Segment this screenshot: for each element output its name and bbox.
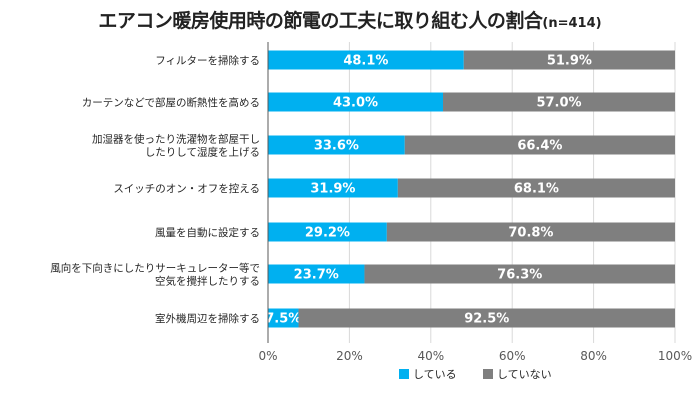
data-label-doing-3: 31.9%	[310, 182, 355, 197]
legend-swatch-not-doing	[483, 369, 493, 379]
x-tick-label-3: 60%	[499, 349, 526, 363]
data-label-not-doing-5: 76.3%	[497, 268, 542, 283]
category-label-1: カーテンなどで部屋の断熱性を高める	[82, 96, 260, 109]
bar-not-doing-6	[298, 308, 675, 328]
data-label-doing-5: 23.7%	[294, 268, 339, 283]
data-label-doing-1: 43.0%	[333, 96, 378, 111]
bar-doing-1	[268, 92, 444, 112]
bar-doing-0	[268, 50, 464, 70]
data-label-not-doing-0: 51.9%	[547, 54, 592, 69]
bar-doing-5	[268, 264, 365, 284]
data-label-doing-2: 33.6%	[314, 139, 359, 154]
category-label-6: 室外機周辺を掃除する	[155, 312, 260, 325]
bar-doing-2	[268, 135, 405, 155]
data-label-not-doing-1: 57.0%	[536, 96, 581, 111]
data-label-not-doing-3: 68.1%	[514, 182, 559, 197]
data-label-not-doing-4: 70.8%	[508, 226, 553, 241]
bar-doing-6	[268, 308, 299, 328]
bar-not-doing-2	[404, 135, 675, 155]
bar-doing-3	[268, 178, 398, 198]
x-tick-label-4: 80%	[580, 349, 607, 363]
legend-label-not-doing: していない	[497, 368, 552, 381]
x-tick-label-5: 100%	[658, 349, 692, 363]
bar-not-doing-1	[443, 92, 675, 112]
legend-swatch-doing	[399, 369, 409, 379]
category-label-0: フィルターを掃除する	[155, 54, 260, 67]
chart-title: エアコン暖房使用時の節電の工夫に取り組む人の割合	[98, 10, 543, 32]
bar-not-doing-5	[364, 264, 675, 284]
chart-title-row: エアコン暖房使用時の節電の工夫に取り組む人の割合(n=414)	[0, 6, 700, 33]
category-label-3: スイッチのオン・オフを控える	[113, 182, 260, 195]
legend-label-doing: している	[413, 368, 457, 381]
category-label-4: 風量を自動に設定する	[155, 226, 260, 239]
category-label-5-line-1: 空気を攪拌したりする	[155, 275, 260, 288]
x-tick-label-2: 40%	[417, 349, 444, 363]
x-tick-label-1: 20%	[336, 349, 363, 363]
bar-doing-4	[268, 222, 387, 242]
chart-subtitle: (n=414)	[542, 16, 602, 31]
bar-not-doing-0	[463, 50, 675, 70]
x-tick-label-0: 0%	[258, 349, 277, 363]
category-label-2-line-0: 加湿器を使ったり洗濯物を部屋干し	[92, 133, 260, 146]
data-label-doing-0: 48.1%	[343, 54, 388, 69]
data-label-not-doing-6: 92.5%	[464, 312, 509, 327]
bar-not-doing-4	[386, 222, 675, 242]
data-label-doing-6: 7.5%	[265, 312, 301, 327]
category-label-5-line-0: 風向を下向きにしたりサーキュレーター等で	[50, 262, 260, 275]
category-label-2-line-1: したりして湿度を上げる	[145, 146, 260, 159]
bar-not-doing-3	[397, 178, 675, 198]
data-label-doing-4: 29.2%	[305, 226, 350, 241]
data-label-not-doing-2: 66.4%	[517, 139, 562, 154]
